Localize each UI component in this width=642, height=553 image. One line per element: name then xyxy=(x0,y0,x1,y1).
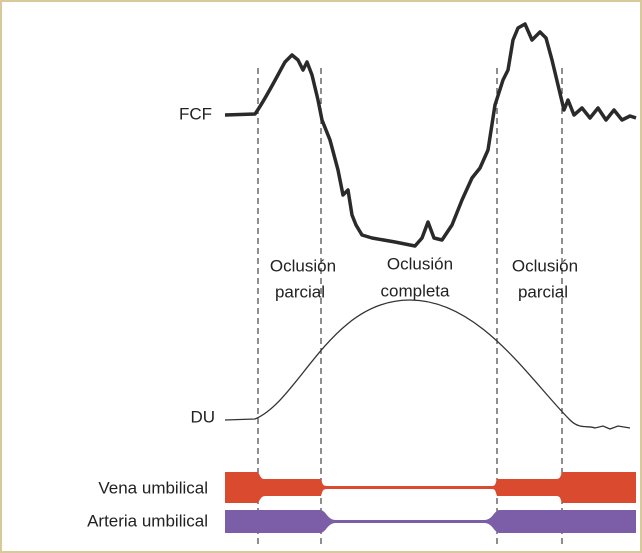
region-label: Oclusión xyxy=(270,256,336,275)
region-label: completa xyxy=(381,281,451,300)
region-label: parcial xyxy=(275,282,325,301)
region-label: Oclusión xyxy=(512,256,578,275)
region-label: parcial xyxy=(518,282,568,301)
fcf-curve xyxy=(224,22,637,248)
du-label: DU xyxy=(190,407,215,426)
fcf-label: FCF xyxy=(179,104,212,123)
vessel-label: Vena umbilical xyxy=(98,478,208,497)
arteria-umbilical-band xyxy=(225,510,636,533)
du-curve xyxy=(224,299,631,430)
vena-umbilical-band xyxy=(225,472,636,503)
region-label: Oclusión xyxy=(387,254,453,273)
vessel-label: Arteria umbilical xyxy=(87,511,208,530)
